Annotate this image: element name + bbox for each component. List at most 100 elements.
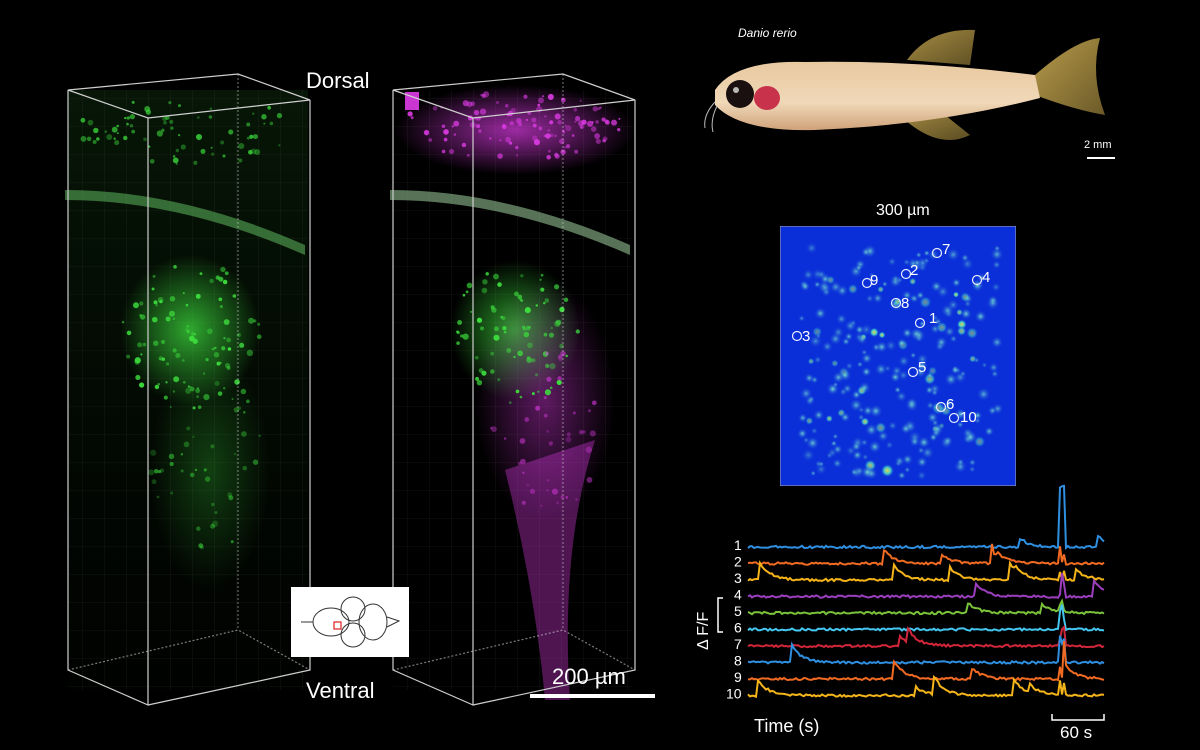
calcium-heatmap: 1 2 3 4 5 6 7 8 9 10 [780, 226, 1016, 486]
cell-dot [515, 154, 519, 157]
cell-dot [190, 386, 195, 392]
heatmap-cell [832, 433, 839, 440]
heatmap-cell [826, 382, 840, 396]
heatmap-title: 300 µm [876, 202, 930, 219]
heatmap-cell [959, 291, 971, 303]
cell-dot [224, 271, 229, 276]
cell-dot [218, 297, 223, 302]
heatmap-cell [856, 334, 868, 345]
heatmap-cell [991, 282, 1001, 292]
roi-circle-2 [900, 268, 912, 280]
heatmap-cell [798, 314, 806, 322]
heatmap-cell [832, 371, 845, 384]
heatmap-cell [918, 295, 932, 309]
cell-dot [196, 526, 201, 531]
heatmap-cell [821, 340, 833, 353]
heatmap-cell [951, 277, 962, 288]
heatmap-cell [904, 466, 911, 474]
cell-dot [111, 126, 118, 133]
trace-label-10: 10 [726, 686, 742, 702]
cell-dot [257, 322, 261, 326]
cell-dot [276, 112, 283, 119]
cell-dot [453, 133, 457, 136]
cell-dot [592, 106, 599, 112]
cell-dot [522, 325, 526, 329]
cell-dot [240, 388, 247, 395]
volume-scale-label: 200 µm [552, 664, 626, 689]
cell-dot [234, 379, 240, 385]
cell-dot [481, 370, 487, 376]
cell-dot [210, 523, 216, 529]
cell-dot [211, 502, 215, 507]
cell-dot [548, 332, 555, 338]
heatmap-cell [872, 292, 884, 304]
cell-dot [183, 441, 190, 448]
cell-dot [129, 113, 136, 120]
cell-dot [451, 125, 454, 128]
cell-dot [532, 135, 538, 141]
roi-label-5: 5 [918, 359, 926, 376]
cell-dot [604, 119, 609, 124]
heatmap-cell [881, 280, 889, 288]
heatmap-cell [891, 365, 903, 377]
cell-dot [151, 287, 155, 291]
cell-dot [580, 126, 583, 129]
cell-dot [219, 305, 223, 309]
cell-dot [205, 358, 209, 362]
trace-label-9: 9 [734, 669, 742, 685]
cell-dot [563, 297, 569, 302]
cell-dot [180, 453, 184, 456]
time-scale-label: 60 s [1060, 723, 1092, 742]
cell-dot [246, 349, 254, 357]
heatmap-cell [904, 398, 919, 412]
cell-dot [554, 284, 560, 290]
cell-dot [519, 298, 522, 301]
cell-dot [537, 390, 540, 393]
heatmap-cell [953, 370, 967, 384]
cell-dot [228, 129, 234, 135]
cell-dot [150, 449, 157, 456]
cell-dot [465, 290, 469, 294]
roi-circle-8 [890, 297, 902, 309]
cell-dot [611, 119, 618, 126]
cell-dot [520, 274, 524, 278]
cell-dot [519, 395, 523, 399]
cell-dot [191, 332, 195, 336]
cell-dot [114, 140, 120, 146]
cell-dot [549, 120, 554, 125]
heatmap-cell [860, 438, 869, 447]
cell-dot [540, 504, 543, 507]
cell-dot [493, 334, 500, 341]
cell-dot [210, 146, 213, 149]
heatmap-cell [936, 285, 950, 299]
heatmap-cell [935, 336, 948, 349]
cell-dot [182, 292, 185, 295]
cell-dot [502, 124, 506, 127]
cell-dot [173, 376, 180, 383]
cell-dot [223, 386, 226, 390]
cell-dot [228, 495, 234, 501]
cell-dot [491, 426, 497, 433]
cell-dot [126, 116, 130, 120]
heatmap-cell [810, 427, 819, 435]
roi-label-9: 9 [870, 272, 878, 289]
cell-dot [595, 138, 601, 144]
cell-dot [462, 333, 469, 340]
cell-dot [239, 342, 245, 348]
cell-dot [195, 388, 201, 394]
time-scale-bar [1051, 714, 1105, 721]
cell-dot [87, 119, 94, 126]
cell-dot [542, 351, 549, 357]
cell-dot [161, 357, 165, 361]
heatmap-cell [811, 268, 824, 281]
cell-dot [238, 158, 243, 163]
cell-dot [156, 130, 164, 137]
heatmap-cell [976, 387, 991, 402]
heatmap-cell [984, 426, 995, 437]
roi-circle-7 [931, 247, 943, 259]
heatmap-cell [814, 307, 827, 320]
cell-dot [139, 314, 146, 320]
cell-dot [222, 279, 228, 285]
cell-dot [248, 149, 253, 155]
cell-dot [546, 376, 552, 382]
